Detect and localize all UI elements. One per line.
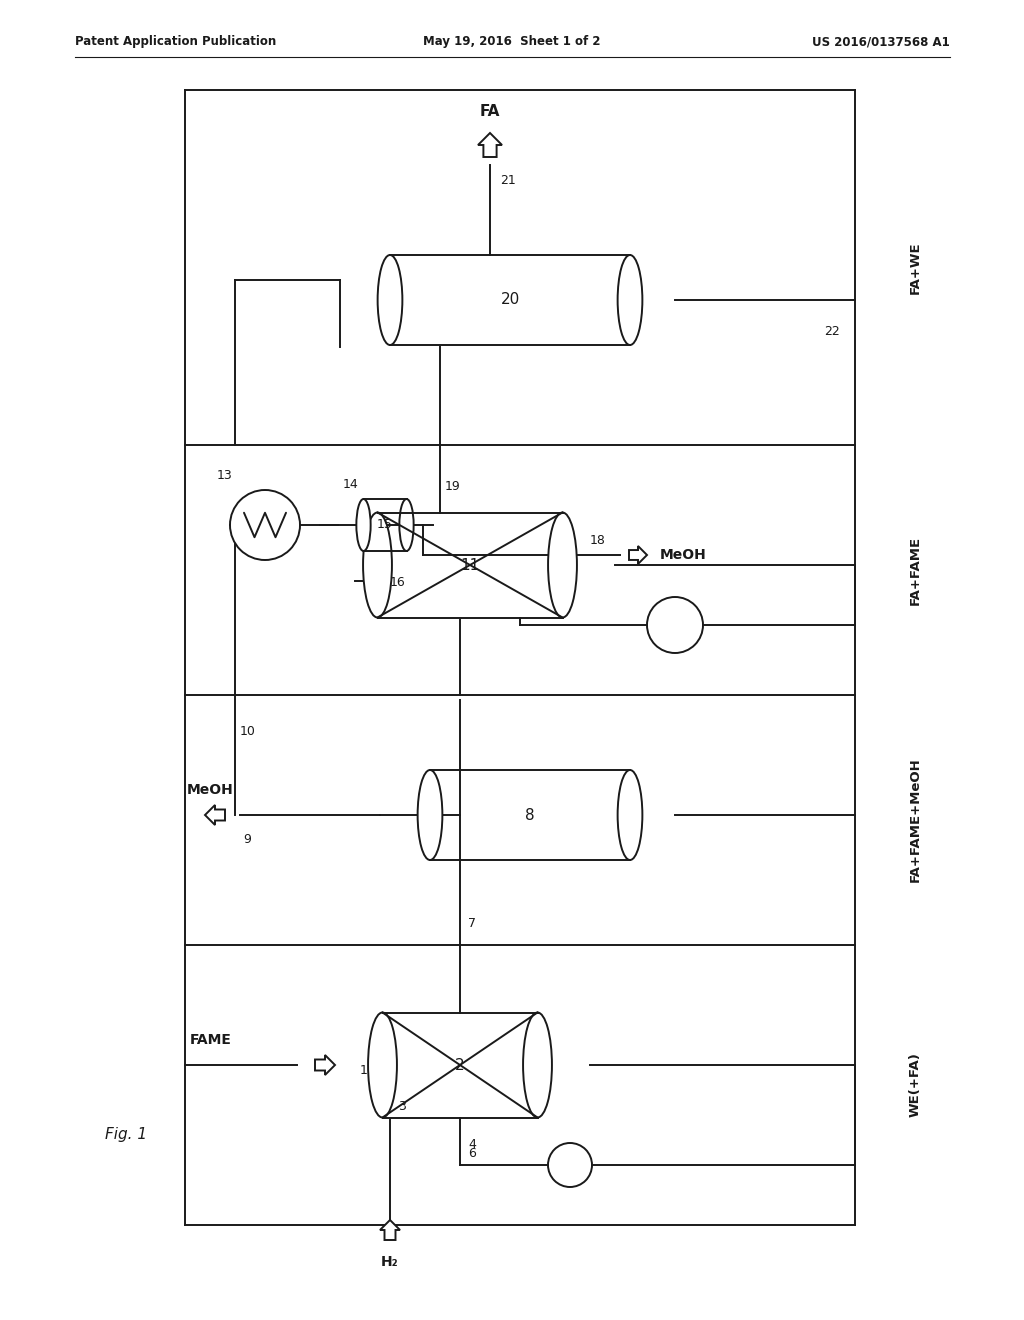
Text: MeOH: MeOH [187,783,233,797]
Text: FAME: FAME [190,1034,231,1047]
Text: Fig. 1: Fig. 1 [105,1127,147,1143]
Text: May 19, 2016  Sheet 1 of 2: May 19, 2016 Sheet 1 of 2 [423,36,601,49]
Polygon shape [378,512,562,618]
Ellipse shape [418,770,442,861]
Text: 20: 20 [501,293,519,308]
Polygon shape [478,133,502,157]
Text: 17: 17 [683,627,698,639]
Polygon shape [629,546,647,564]
Ellipse shape [399,499,414,550]
Text: 3: 3 [398,1100,406,1113]
Polygon shape [430,770,630,861]
Ellipse shape [368,1012,397,1118]
Ellipse shape [356,499,371,550]
Ellipse shape [364,512,392,618]
Text: 7: 7 [468,917,476,931]
Circle shape [647,597,703,653]
Text: 15: 15 [377,519,393,532]
Text: WE(+FA): WE(+FA) [908,1052,922,1118]
Ellipse shape [548,512,577,618]
Text: 11: 11 [461,557,479,573]
Polygon shape [390,255,630,345]
Text: 19: 19 [445,480,461,492]
Polygon shape [364,499,407,550]
Text: 16: 16 [390,576,406,589]
Ellipse shape [617,255,642,345]
Text: 18: 18 [590,535,606,546]
Text: H₂: H₂ [381,1255,398,1269]
Text: 1: 1 [360,1064,368,1077]
Text: 5: 5 [571,1167,579,1180]
Polygon shape [380,1220,400,1239]
Text: 8: 8 [525,808,535,822]
Ellipse shape [378,255,402,345]
Text: Patent Application Publication: Patent Application Publication [75,36,276,49]
Text: 4: 4 [468,1138,476,1151]
Text: 2: 2 [456,1057,465,1072]
Text: US 2016/0137568 A1: US 2016/0137568 A1 [812,36,950,49]
Text: 21: 21 [500,173,516,186]
Text: 9: 9 [243,833,251,846]
Text: 13: 13 [217,469,232,482]
Circle shape [548,1143,592,1187]
Text: FA+FAME: FA+FAME [908,536,922,605]
Text: 12: 12 [240,504,256,517]
Polygon shape [205,805,225,825]
Ellipse shape [617,770,642,861]
Polygon shape [383,1012,538,1118]
Circle shape [230,490,300,560]
Text: 6: 6 [468,1147,476,1160]
Ellipse shape [523,1012,552,1118]
Text: MeOH: MeOH [660,548,707,562]
Text: FA: FA [480,104,500,120]
Text: 22: 22 [824,325,840,338]
Text: FA+FAME+MeOH: FA+FAME+MeOH [908,758,922,882]
Text: 10: 10 [240,725,256,738]
Polygon shape [315,1055,335,1074]
Text: FA+WE: FA+WE [908,242,922,294]
Text: 14: 14 [342,478,358,491]
